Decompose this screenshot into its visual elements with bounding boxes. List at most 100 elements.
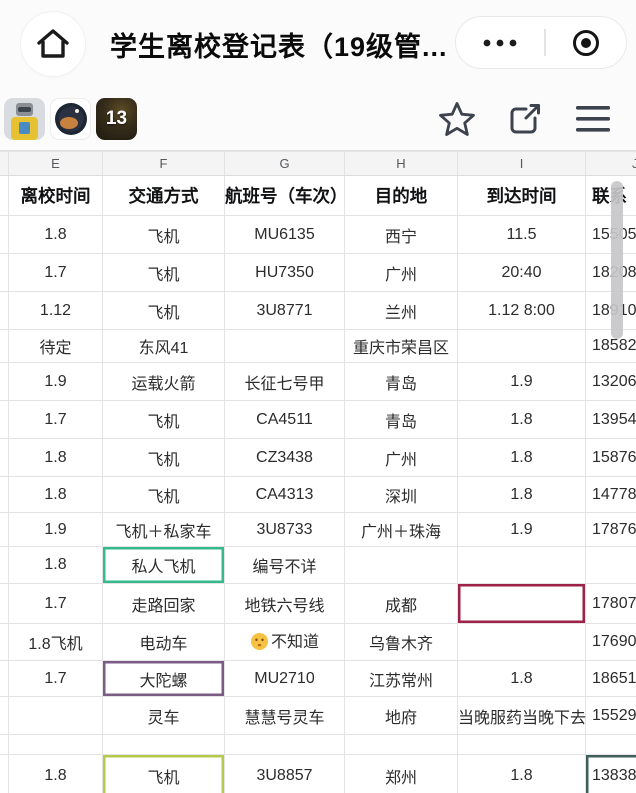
cell[interactable]: 1.8	[457, 660, 586, 697]
cell[interactable]: 1.8	[457, 400, 586, 439]
cell[interactable]	[585, 546, 636, 584]
more-button[interactable]	[474, 33, 526, 53]
cell[interactable]: 155292	[585, 696, 636, 735]
cell[interactable]: CA4313	[224, 476, 345, 513]
cell[interactable]: 乌鲁木齐	[344, 623, 458, 661]
cell[interactable]: 不知道	[224, 623, 345, 661]
cell[interactable]: 186512	[585, 660, 636, 697]
cell[interactable]: 走路回家	[102, 583, 225, 624]
cell[interactable]: 3U8771	[224, 291, 345, 330]
header-cell[interactable]: 航班号（车次）	[224, 175, 348, 216]
cell[interactable]: 飞机	[102, 476, 225, 513]
cell[interactable]: 1.8	[8, 215, 103, 254]
cell[interactable]: MU6135	[224, 215, 345, 254]
cell[interactable]	[102, 734, 225, 755]
cell[interactable]: HU7350	[224, 253, 345, 292]
cell[interactable]	[457, 734, 586, 755]
cell[interactable]: 飞机	[102, 438, 225, 477]
header-cell[interactable]: 交通方式	[102, 175, 225, 216]
cell[interactable]: 西宁	[344, 215, 458, 254]
column-letter[interactable]: F	[102, 151, 225, 176]
cell[interactable]: 178769	[585, 512, 636, 547]
cell[interactable]: 运载火箭	[102, 362, 225, 401]
cell[interactable]: 1.7	[8, 253, 103, 292]
cell[interactable]: 飞机	[102, 400, 225, 439]
cell[interactable]: CA4511	[224, 400, 345, 439]
cell[interactable]: 1.8	[457, 438, 586, 477]
header-cell[interactable]: 到达时间	[457, 175, 586, 216]
cell[interactable]: 1.8	[8, 476, 103, 513]
cell[interactable]: 灵车	[102, 696, 225, 735]
cell[interactable]: 当晚服药当晚下去	[457, 696, 586, 735]
cell[interactable]	[8, 734, 103, 755]
cell[interactable]	[344, 546, 458, 584]
menu-button[interactable]	[574, 104, 612, 134]
cell[interactable]: 18582	[585, 329, 636, 363]
column-letter[interactable]: G	[224, 151, 345, 176]
avatar-robot[interactable]	[4, 98, 45, 140]
cell[interactable]: 1.8	[457, 754, 586, 793]
cell[interactable]: 147787	[585, 476, 636, 513]
cell[interactable]: 3U8857	[224, 754, 345, 793]
cell[interactable]: 1.9	[457, 512, 586, 547]
cell[interactable]: 1.7	[8, 583, 103, 624]
cell[interactable]	[457, 546, 586, 584]
cell[interactable]: 176907	[585, 623, 636, 661]
cell[interactable]: 20:40	[457, 253, 586, 292]
cell[interactable]: 重庆市荣昌区	[344, 329, 458, 363]
cell[interactable]: 1.12 8:00	[457, 291, 586, 330]
cell[interactable]: 132063	[585, 362, 636, 401]
cell[interactable]: 1.7	[8, 400, 103, 439]
cell[interactable]: 江苏常州	[344, 660, 458, 697]
cell[interactable]	[457, 329, 586, 363]
cell[interactable]: 1.8	[457, 476, 586, 513]
header-cell[interactable]: 目的地	[344, 175, 458, 216]
highlighted-cell[interactable]: 私人飞机	[102, 546, 225, 584]
cell[interactable]: 飞机	[102, 215, 225, 254]
cell[interactable]: 成都	[344, 583, 458, 624]
cell[interactable]: 1.8	[8, 438, 103, 477]
cell[interactable]: 飞机	[102, 253, 225, 292]
cell[interactable]	[224, 329, 345, 363]
cell[interactable]: 1.8飞机	[8, 623, 103, 661]
cell[interactable]: CZ3438	[224, 438, 345, 477]
cell[interactable]: 广州	[344, 438, 458, 477]
highlighted-cell[interactable]: 飞机	[102, 754, 225, 793]
column-letter[interactable]: H	[344, 151, 458, 176]
share-button[interactable]	[507, 101, 543, 137]
column-letter[interactable]: I	[457, 151, 586, 176]
cell[interactable]	[224, 734, 345, 755]
cell[interactable]: 地铁六号线	[224, 583, 345, 624]
cell[interactable]: 广州＋珠海	[344, 512, 458, 547]
cell[interactable]	[344, 734, 458, 755]
cell[interactable]	[457, 623, 586, 661]
cell[interactable]: 1.8	[8, 754, 103, 793]
cell[interactable]: 1.9	[8, 512, 103, 547]
cell[interactable]: 11.5	[457, 215, 586, 254]
cell[interactable]: 电动车	[102, 623, 225, 661]
cell[interactable]: 地府	[344, 696, 458, 735]
highlighted-cell[interactable]: 138382	[585, 754, 636, 793]
cell[interactable]: 兰州	[344, 291, 458, 330]
cell[interactable]: 1.8	[8, 546, 103, 584]
cell[interactable]: 编号不详	[224, 546, 345, 584]
cell[interactable]: 慧慧号灵车	[224, 696, 345, 735]
header-cell[interactable]: 离校时间	[8, 175, 103, 216]
cell[interactable]: 158765	[585, 438, 636, 477]
cell[interactable]: 1.9	[457, 362, 586, 401]
cell[interactable]: 1.12	[8, 291, 103, 330]
avatar-badge[interactable]: 13	[96, 98, 137, 140]
cell[interactable]: 长征七号甲	[224, 362, 345, 401]
avatar-cat-porthole[interactable]	[50, 98, 91, 140]
column-letter[interactable]: J	[585, 151, 636, 176]
cell[interactable]: 郑州	[344, 754, 458, 793]
cell[interactable]: 飞机	[102, 291, 225, 330]
cell[interactable]: MU2710	[224, 660, 345, 697]
cell[interactable]: 139546	[585, 400, 636, 439]
home-button[interactable]	[21, 12, 85, 76]
cell[interactable]: 飞机＋私家车	[102, 512, 225, 547]
cell[interactable]: 东风41	[102, 329, 225, 363]
highlighted-cell[interactable]	[457, 583, 586, 624]
highlighted-cell[interactable]: 大陀螺	[102, 660, 225, 697]
cell[interactable]: 青岛	[344, 400, 458, 439]
